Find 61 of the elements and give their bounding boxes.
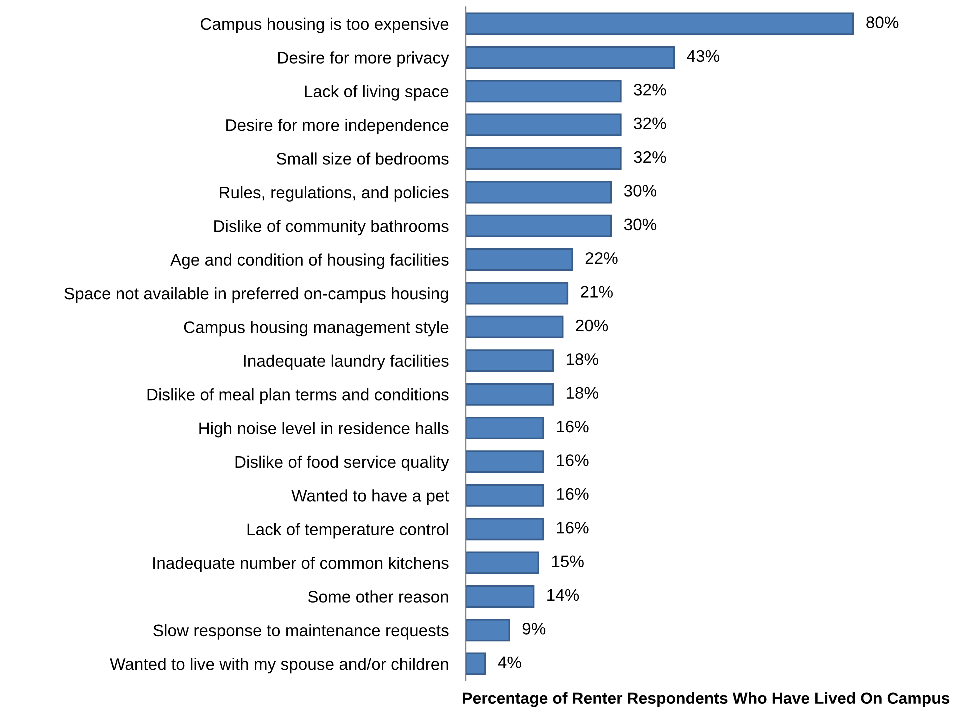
data-label: 32%	[634, 118, 666, 130]
data-label: 16%	[557, 488, 589, 500]
data-label: 18%	[566, 387, 598, 400]
y-tick-label: Inadequate laundry facilities	[244, 354, 449, 370]
bar	[466, 552, 540, 574]
bar	[466, 416, 544, 440]
y-tick-label: Some other reason	[308, 590, 448, 603]
y-tick-label: High noise level in residence halls	[200, 422, 449, 438]
y-tick-label: Lack of temperature control	[248, 523, 448, 539]
bar	[466, 114, 622, 136]
bar	[466, 652, 486, 676]
bar	[466, 619, 510, 642]
data-label: 30%	[624, 218, 657, 231]
data-label: 80%	[866, 16, 899, 28]
y-tick-label: Dislike of community bathrooms	[214, 220, 449, 236]
y-tick-label: Dislike of food service quality	[236, 456, 450, 472]
bar	[466, 450, 544, 474]
y-tick-label: Rules, regulations, and policies	[220, 186, 449, 202]
bar	[466, 12, 854, 36]
data-label: 21%	[581, 286, 613, 298]
bar	[466, 181, 612, 204]
data-label: 43%	[687, 50, 720, 62]
data-label: 16%	[557, 454, 589, 466]
y-tick-label: Desire for more independence	[226, 119, 449, 135]
y-tick-label: Small size of bedrooms	[276, 152, 449, 165]
y-tick-label: Campus housing management style	[184, 321, 449, 337]
data-label: 4%	[498, 656, 522, 668]
data-label: 32%	[634, 84, 666, 96]
data-label: 14%	[548, 589, 580, 602]
y-tick-label: Desire for more privacy	[278, 52, 450, 68]
bar	[466, 350, 554, 372]
bar	[466, 383, 554, 406]
y-tick-label: Age and condition of housing facilities	[170, 254, 449, 270]
y-tick-label: Lack of living space	[305, 85, 449, 101]
data-label: 20%	[576, 320, 608, 332]
y-tick-label: Wanted to have a pet	[292, 490, 450, 506]
bar	[466, 518, 544, 541]
bar	[466, 80, 622, 103]
bar	[466, 147, 622, 170]
data-label: 15%	[552, 556, 584, 568]
y-tick-label: Dislike of meal plan terms and conditions	[148, 388, 449, 404]
data-label: 18%	[566, 354, 598, 366]
y-tick-label: Slow response to maintenance requests	[154, 624, 449, 640]
data-label: 22%	[586, 252, 618, 264]
bar	[466, 585, 535, 608]
y-tick-label: Campus housing is too expensive	[201, 18, 449, 34]
y-tick-label: Inadequate number of common kitchens	[154, 556, 449, 572]
y-tick-label: Space not available in preferred on-campus housing	[64, 287, 448, 303]
bar	[466, 316, 564, 338]
data-label: 30%	[624, 185, 657, 197]
data-label: 16%	[557, 522, 589, 534]
data-label: 32%	[634, 151, 666, 164]
data-label: 9%	[522, 623, 546, 635]
y-tick-label: Wanted to live with my spouse and/or children	[110, 658, 448, 674]
x-axis-title: Percentage of Renter Respondents Who Have Lived On Campus	[463, 692, 950, 708]
bar	[466, 214, 612, 238]
bar	[466, 484, 544, 507]
bar	[466, 282, 569, 305]
data-label: 16%	[557, 420, 589, 433]
bar	[466, 248, 574, 272]
bar	[466, 46, 676, 69]
